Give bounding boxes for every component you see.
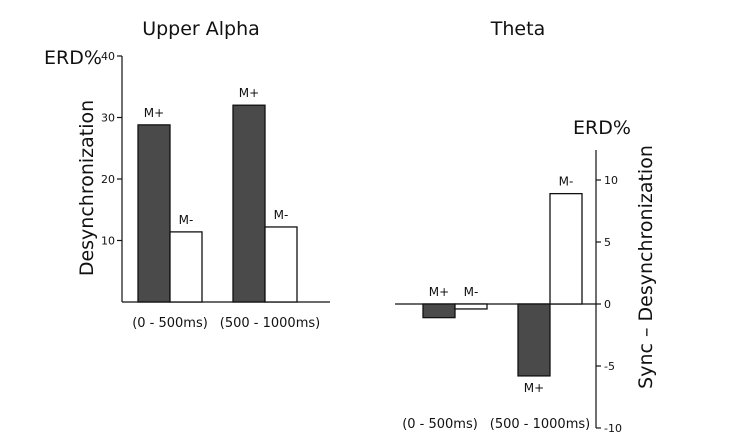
theta-bar-label-M+-0: M+ [429, 285, 449, 299]
upper-alpha-panel: Upper Alpha ERD% Desynchronization 10 20 3… [44, 18, 330, 331]
upper-alpha-category-1: (500 - 1000ms) [220, 316, 320, 331]
upper-alpha-y-tick-label-40: 40 [101, 50, 115, 63]
theta-y-tick-label-0: 0 [604, 298, 611, 311]
upper-alpha-title: Upper Alpha [142, 18, 260, 40]
upper-alpha-y-label: Desynchronization [76, 100, 98, 276]
upper-alpha-bar-M--1 [264, 226, 298, 303]
theta-bar-label-M+-1: M+ [524, 381, 544, 395]
theta-title: Theta [490, 18, 545, 40]
theta-y-tick-label--10: -10 [604, 422, 622, 435]
theta-unit-label: ERD% [573, 117, 631, 139]
theta-bar-label-M--1: M- [559, 175, 574, 189]
theta-bar-M+-0 [422, 303, 456, 319]
theta-category-0: (0 - 500ms) [402, 417, 478, 432]
upper-alpha-bar-M+-0 [137, 124, 171, 303]
upper-alpha-y-tick-label-10: 10 [101, 235, 115, 248]
theta-y-label: Sync – Desynchronization [635, 145, 657, 389]
theta-panel: Theta ERD% Sync – Desynchronization -10 -… [395, 18, 657, 435]
theta-y-tick-label-10: 10 [604, 174, 618, 187]
upper-alpha-bar-label-M+-1: M+ [239, 86, 259, 100]
theta-bar-M--0 [454, 303, 488, 310]
theta-category-1: (500 - 1000ms) [490, 417, 590, 432]
upper-alpha-bar-label-M--1: M- [274, 208, 289, 222]
upper-alpha-bar-label-M+-0: M+ [144, 106, 164, 120]
upper-alpha-y-tick-label-20: 20 [101, 173, 115, 186]
theta-y-tick-label-5: 5 [604, 236, 611, 249]
theta-y-tick-label--5: -5 [604, 360, 615, 373]
upper-alpha-unit-label: ERD% [44, 47, 102, 69]
upper-alpha-y-tick-label-30: 30 [101, 112, 115, 125]
theta-bar-M--1 [549, 192, 583, 305]
upper-alpha-bar-M+-1 [232, 104, 266, 303]
upper-alpha-bar-M--0 [169, 231, 203, 303]
theta-bar-label-M--0: M- [464, 285, 479, 299]
theta-bar-M+-1 [517, 303, 551, 377]
upper-alpha-bar-label-M--0: M- [179, 213, 194, 227]
upper-alpha-category-0: (0 - 500ms) [132, 316, 208, 331]
